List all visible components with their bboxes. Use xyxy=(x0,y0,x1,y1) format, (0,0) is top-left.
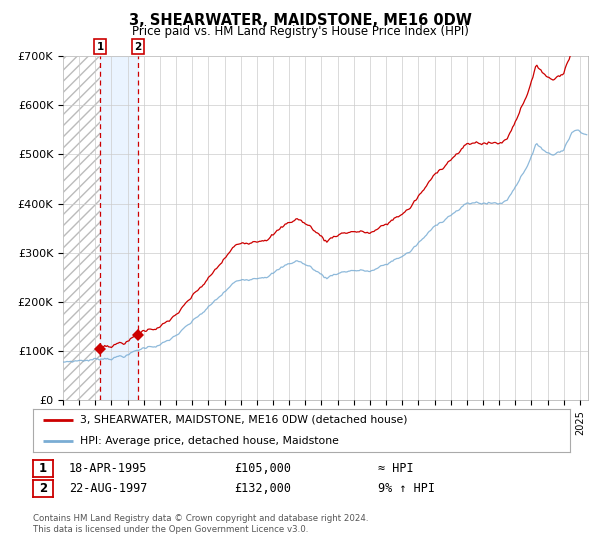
Bar xyxy=(63,56,100,400)
Text: £132,000: £132,000 xyxy=(234,482,291,496)
Text: 3, SHEARWATER, MAIDSTONE, ME16 0DW: 3, SHEARWATER, MAIDSTONE, ME16 0DW xyxy=(128,13,472,28)
Text: 18-APR-1995: 18-APR-1995 xyxy=(69,462,148,475)
Text: £105,000: £105,000 xyxy=(234,462,291,475)
Text: This data is licensed under the Open Government Licence v3.0.: This data is licensed under the Open Gov… xyxy=(33,525,308,534)
Text: Price paid vs. HM Land Registry's House Price Index (HPI): Price paid vs. HM Land Registry's House … xyxy=(131,25,469,38)
Text: 3, SHEARWATER, MAIDSTONE, ME16 0DW (detached house): 3, SHEARWATER, MAIDSTONE, ME16 0DW (deta… xyxy=(80,415,408,424)
Text: 9% ↑ HPI: 9% ↑ HPI xyxy=(378,482,435,496)
Text: 1: 1 xyxy=(39,462,47,475)
Text: 1: 1 xyxy=(97,42,104,52)
Text: 2: 2 xyxy=(39,482,47,496)
Text: 2: 2 xyxy=(134,42,142,52)
Text: ≈ HPI: ≈ HPI xyxy=(378,462,413,475)
Text: Contains HM Land Registry data © Crown copyright and database right 2024.: Contains HM Land Registry data © Crown c… xyxy=(33,514,368,523)
Text: HPI: Average price, detached house, Maidstone: HPI: Average price, detached house, Maid… xyxy=(80,436,339,446)
Bar xyxy=(100,56,138,400)
Bar xyxy=(63,56,100,400)
Text: 22-AUG-1997: 22-AUG-1997 xyxy=(69,482,148,496)
